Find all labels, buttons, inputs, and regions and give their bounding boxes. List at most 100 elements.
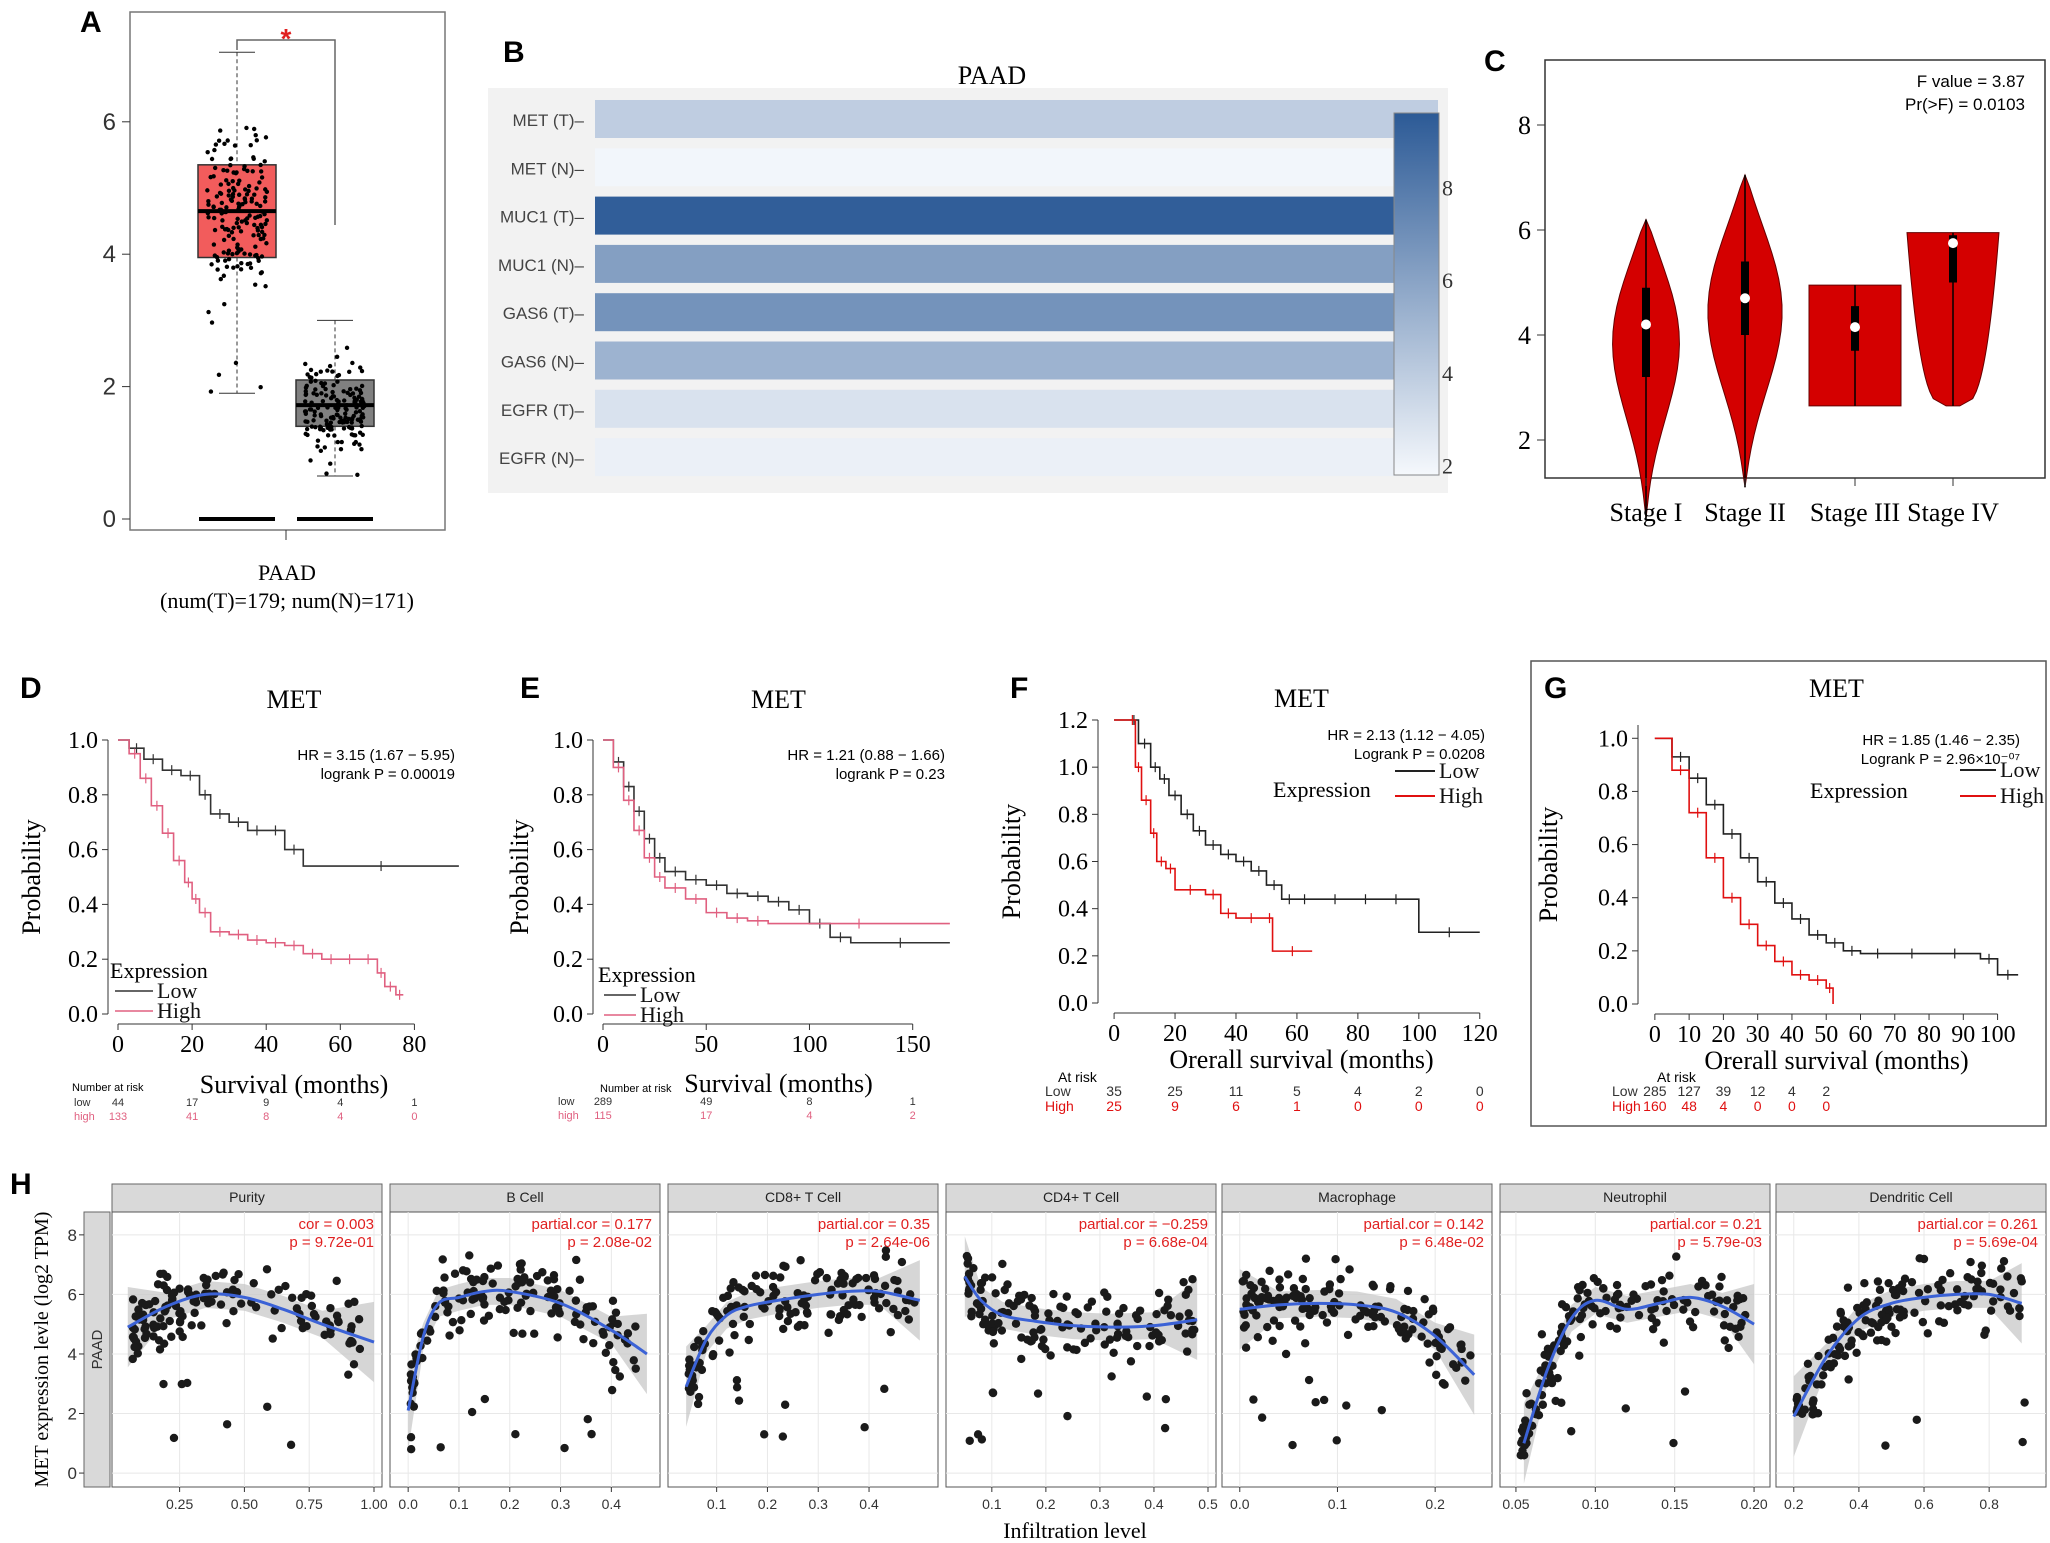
risk-value: 8	[806, 1096, 812, 1108]
data-point	[1327, 1305, 1336, 1315]
data-point	[218, 276, 223, 282]
data-point	[1844, 1375, 1853, 1384]
risk-value: 4	[337, 1111, 343, 1123]
data-point	[1980, 1330, 1989, 1339]
facet-title: Neutrophil	[1603, 1189, 1667, 1205]
data-point	[314, 371, 319, 377]
data-point	[209, 262, 214, 267]
data-point	[235, 264, 240, 269]
data-point	[549, 1275, 559, 1284]
data-point	[1161, 1394, 1171, 1404]
risk-value: 0	[1476, 1098, 1484, 1114]
data-point	[2018, 1437, 2027, 1447]
y-tick-label: 0.6	[1058, 850, 1088, 876]
data-point	[1612, 1324, 1622, 1333]
data-point	[760, 1304, 769, 1313]
risk-value: 0	[1354, 1098, 1362, 1114]
data-point	[1884, 1305, 1893, 1314]
data-point	[991, 1289, 1000, 1298]
panel-label-b: B	[503, 36, 525, 69]
data-point	[257, 213, 263, 219]
data-point	[258, 384, 263, 390]
data-point	[601, 1348, 611, 1357]
data-point	[263, 195, 268, 200]
data-point	[1517, 1426, 1527, 1435]
data-point	[1437, 1344, 1446, 1354]
data-point	[244, 220, 250, 226]
data-point	[1621, 1404, 1630, 1413]
data-point	[341, 426, 347, 431]
x-tick-label: 70	[1883, 1022, 1907, 1048]
x-tick-label: 100	[1401, 1021, 1437, 1047]
data-point	[1380, 1317, 1390, 1326]
legend-label-high: High	[157, 998, 201, 1023]
data-point	[244, 192, 250, 197]
facet-panel	[1775, 1211, 2047, 1488]
data-point	[1181, 1329, 1190, 1338]
data-point	[331, 416, 336, 421]
data-point	[238, 267, 244, 272]
data-point	[1121, 1331, 1131, 1341]
data-point	[254, 186, 259, 191]
data-point	[1521, 1416, 1530, 1425]
data-point	[159, 1281, 168, 1290]
data-point	[881, 1246, 891, 1255]
data-point	[755, 1288, 765, 1297]
facet-strip	[667, 1183, 939, 1213]
x-tick-label: 0.4	[1849, 1496, 1869, 1512]
data-point	[218, 128, 223, 133]
legend-label-low: Low	[157, 978, 197, 1003]
y-tick-label: 0.4	[1598, 886, 1628, 912]
data-point	[484, 1311, 494, 1320]
risk-value: 25	[1106, 1098, 1122, 1114]
x-tick-label: 150	[895, 1032, 931, 1058]
x-tick-label: Stage IV	[1907, 498, 1999, 527]
data-point	[277, 1323, 286, 1333]
data-point	[318, 448, 324, 454]
legend-title: Expression	[110, 958, 208, 983]
data-point	[1601, 1306, 1610, 1316]
data-point	[256, 232, 261, 238]
data-point	[1522, 1389, 1531, 1398]
y-tick-label: 0.8	[1058, 802, 1088, 828]
data-point	[1724, 1343, 1733, 1353]
data-point	[178, 1332, 187, 1342]
data-point	[309, 424, 315, 429]
data-point	[319, 391, 324, 396]
data-point	[1860, 1279, 1869, 1288]
x-tick-label: 60	[1848, 1022, 1872, 1048]
data-point	[341, 389, 346, 394]
stat-cor: partial.cor = 0.21	[1650, 1216, 1762, 1233]
y-tick-label: 0	[68, 1464, 77, 1483]
legend-label-high: High	[1439, 783, 1483, 808]
data-point	[339, 439, 344, 445]
data-point	[317, 426, 323, 432]
risk-table-header: Number at risk	[600, 1083, 672, 1095]
data-point	[1182, 1347, 1192, 1356]
data-point	[315, 405, 321, 411]
data-point	[967, 1307, 976, 1316]
data-point	[333, 1316, 343, 1326]
violin-median	[1948, 238, 1958, 249]
y-tick-label: 4	[103, 241, 116, 268]
data-point	[1734, 1332, 1743, 1341]
data-point	[359, 368, 365, 374]
annotation: F value = 3.87	[1917, 72, 2025, 91]
y-tick-label: 0.2	[553, 947, 583, 973]
x-axis-label: Orerall survival (months)	[1704, 1046, 1968, 1075]
data-point	[347, 369, 352, 375]
row-label: MUC1 (N)–	[498, 256, 584, 275]
data-point	[238, 229, 244, 234]
y-tick-label: 0.8	[68, 783, 98, 809]
data-point	[450, 1269, 460, 1278]
data-point	[175, 1284, 184, 1293]
km-curve-low	[1654, 737, 2019, 976]
data-point	[169, 1433, 179, 1443]
data-point	[1629, 1290, 1638, 1299]
data-point	[211, 215, 217, 221]
data-point	[221, 168, 226, 173]
data-point	[342, 398, 347, 403]
heatmap-cell	[595, 148, 1438, 187]
data-point	[1634, 1310, 1644, 1320]
heatmap-cell	[595, 341, 1438, 380]
